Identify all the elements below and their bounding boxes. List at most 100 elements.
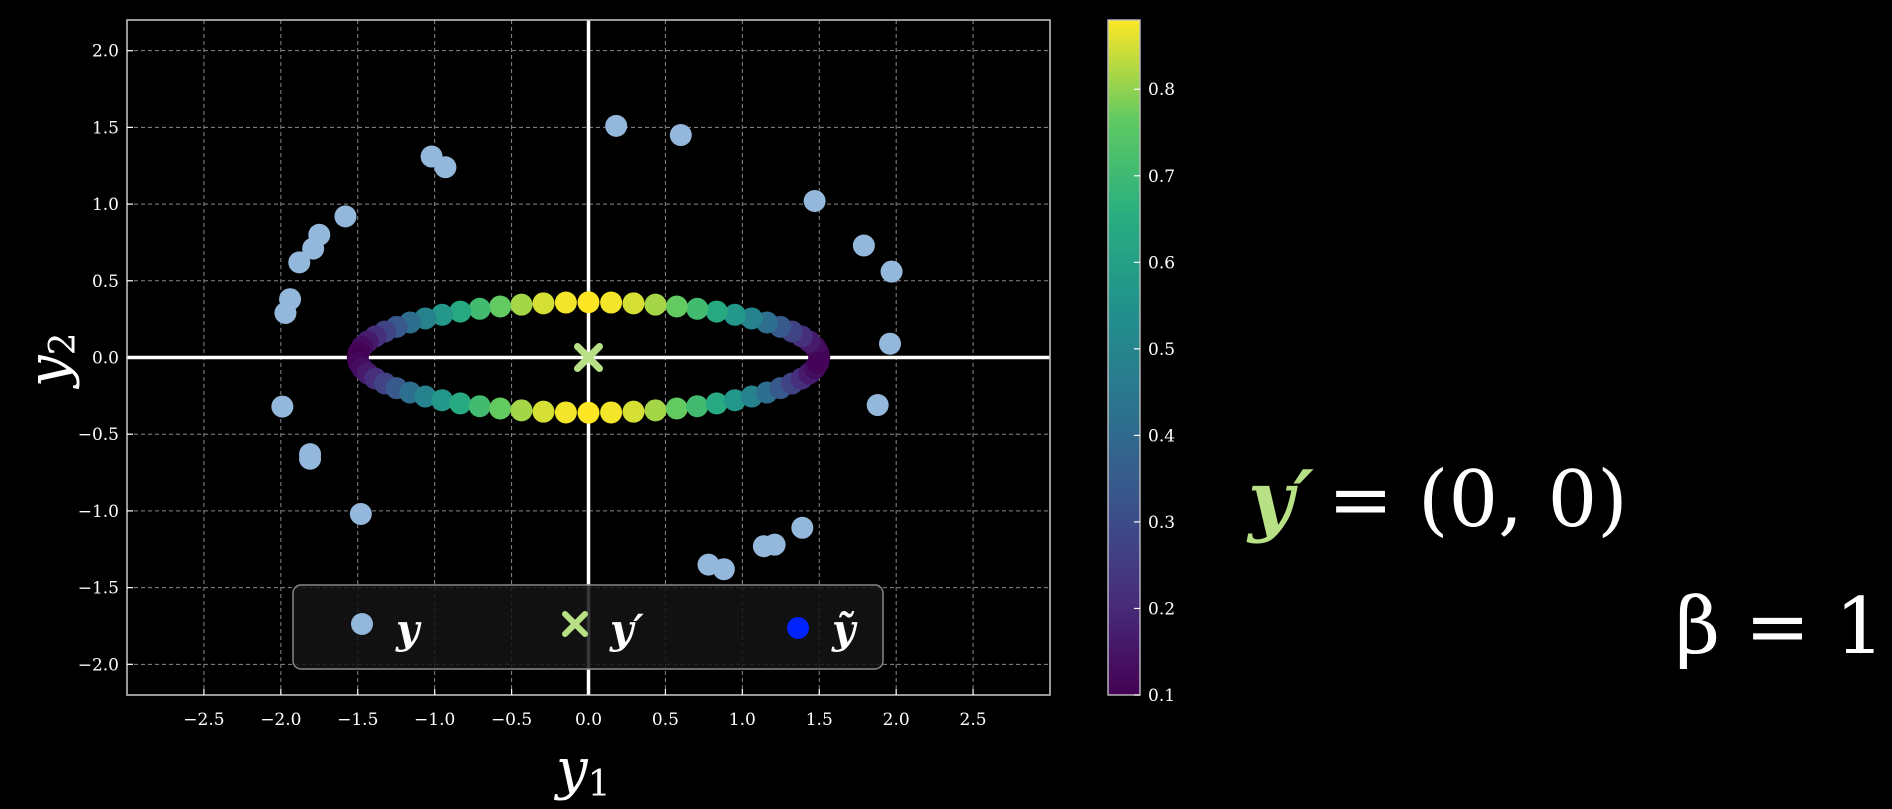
- x-axis-title-sub: 1: [588, 764, 611, 805]
- x-tick-label-5: 0.0: [575, 710, 602, 730]
- ellipse-point-10: [705, 300, 728, 323]
- colorbar-tick-label-0: 0.8: [1148, 80, 1175, 100]
- ellipse-point-44: [489, 397, 512, 420]
- ellipse-point-49: [600, 401, 623, 424]
- ellipse-point-55: [723, 389, 746, 412]
- x-tick-label-2: −1.5: [337, 710, 378, 730]
- y-axis-title-sub: 2: [43, 332, 84, 355]
- ellipse-point-9: [723, 303, 746, 326]
- x-tick-label-3: −1.0: [414, 710, 455, 730]
- ellipse-point-15: [600, 291, 623, 314]
- x-tick-label-9: 2.0: [883, 710, 910, 730]
- y-axis-title-main: y: [16, 354, 81, 390]
- y-prime-series: [574, 343, 603, 372]
- y-point-0: [605, 114, 628, 137]
- y-point-1: [669, 124, 692, 147]
- ellipse-point-19: [510, 293, 533, 316]
- ellipse-point-63: [807, 351, 830, 374]
- y-tick-label-4: 0.0: [92, 349, 119, 369]
- colorbar-tick-labels: 0.8 0.7 0.6 0.5 0.4 0.3 0.2 0.1: [1134, 80, 1175, 706]
- ellipse-point-48: [577, 401, 600, 424]
- ellipse-point-8: [740, 307, 763, 330]
- y-prime-equation-rhs: = (0, 0): [1328, 455, 1628, 545]
- y-series: [271, 114, 903, 581]
- colorbar-tick-label-1: 0.7: [1148, 167, 1175, 187]
- x-tick-label-7: 1.0: [729, 710, 756, 730]
- ellipse-point-17: [554, 291, 577, 314]
- y-tick-label-6: −1.0: [78, 502, 119, 522]
- ellipse-series: [346, 291, 831, 424]
- colorbar-gradient: [1107, 19, 1141, 696]
- y-point-8: [288, 251, 311, 274]
- ellipse-point-21: [468, 297, 491, 320]
- legend-label-y-tilde: ỹ: [831, 606, 858, 653]
- legend: y y′ ỹ: [292, 584, 884, 670]
- ellipse-point-22: [449, 300, 472, 323]
- colorbar-tick-label-7: 0.1: [1148, 686, 1175, 706]
- ellipse-point-52: [665, 397, 688, 420]
- ellipse-point-46: [532, 400, 555, 423]
- ellipse-point-47: [554, 401, 577, 424]
- svg-text:y2: y2: [16, 332, 84, 390]
- ellipse-point-23: [431, 303, 454, 326]
- ellipse-point-42: [449, 392, 472, 415]
- ellipse-point-20: [489, 295, 512, 318]
- y-point-14: [271, 395, 294, 418]
- x-axis-title-main: y: [553, 737, 589, 802]
- y-point-21: [752, 535, 775, 558]
- ellipse-point-41: [431, 389, 454, 412]
- y-point-15: [866, 394, 889, 417]
- colorbar-tick-label-2: 0.6: [1148, 253, 1175, 273]
- x-tick-label-6: 0.5: [652, 710, 679, 730]
- y-tick-label-7: −1.5: [78, 579, 119, 599]
- x-tick-label-10: 2.5: [960, 710, 987, 730]
- y-axis-title: y2: [16, 332, 84, 390]
- colorbar: 0.8 0.7 0.6 0.5 0.4 0.3 0.2 0.1: [1107, 19, 1175, 706]
- legend-box: [292, 584, 884, 670]
- y-point-13: [879, 332, 902, 355]
- ellipse-point-51: [644, 399, 667, 422]
- colorbar-tick-label-6: 0.2: [1148, 599, 1175, 619]
- ellipse-point-11: [686, 297, 709, 320]
- y-point-19: [791, 516, 814, 539]
- y-point-18: [349, 502, 372, 525]
- y-prime-equation: y′ = (0, 0): [1246, 454, 1628, 545]
- beta-equation: β = 1: [1675, 582, 1885, 672]
- colorbar-tick-label-5: 0.3: [1148, 513, 1175, 533]
- ellipse-point-18: [532, 292, 555, 315]
- x-tick-label-1: −2.0: [260, 710, 301, 730]
- svg-text:y′= (0, 0): y′ = (0, 0): [1246, 454, 1628, 545]
- ellipse-point-43: [468, 395, 491, 418]
- ellipse-point-12: [665, 295, 688, 318]
- ellipse-point-53: [686, 395, 709, 418]
- ellipse-point-13: [644, 293, 667, 316]
- y-tick-label-8: −2.0: [78, 655, 119, 675]
- y-point-5: [334, 205, 357, 228]
- y-tick-labels: 2.0 1.5 1.0 0.5 0.0 −0.5 −1.0 −1.5 −2.0: [78, 42, 133, 675]
- y-point-12: [274, 302, 297, 325]
- y-tick-label-1: 1.5: [92, 118, 119, 138]
- plot-area: −2.5 −2.0 −1.5 −1.0 −0.5 0.0 0.5 1.0 1.5 2.0 2.5 2…: [78, 19, 1051, 730]
- y-prime-equation-lhs: y′: [1246, 454, 1314, 545]
- y-tick-label-0: 2.0: [92, 42, 119, 62]
- x-tick-labels: −2.5 −2.0 −1.5 −1.0 −0.5 0.0 0.5 1.0 1.5 2.0 2.5: [183, 689, 987, 730]
- y-tick-label-5: −0.5: [78, 425, 119, 445]
- ellipse-point-54: [705, 392, 728, 415]
- y-tick-label-2: 1.0: [92, 195, 119, 215]
- legend-label-y: y: [395, 606, 422, 653]
- ellipse-point-45: [510, 399, 533, 422]
- legend-marker-y-prime: [562, 611, 588, 637]
- y-point-23: [712, 558, 735, 581]
- x-axis-title: y1: [553, 737, 611, 805]
- colorbar-tick-label-3: 0.5: [1148, 340, 1175, 360]
- x-tick-label-4: −0.5: [491, 710, 532, 730]
- ellipse-point-14: [622, 292, 645, 315]
- ellipse-point-50: [622, 400, 645, 423]
- y-point-3: [434, 156, 457, 179]
- y-tick-label-3: 0.5: [92, 272, 119, 292]
- legend-marker-y: [351, 613, 373, 635]
- y-point-4: [803, 190, 826, 213]
- beta-equation-text: β = 1: [1675, 582, 1885, 672]
- y-point-10: [880, 260, 903, 283]
